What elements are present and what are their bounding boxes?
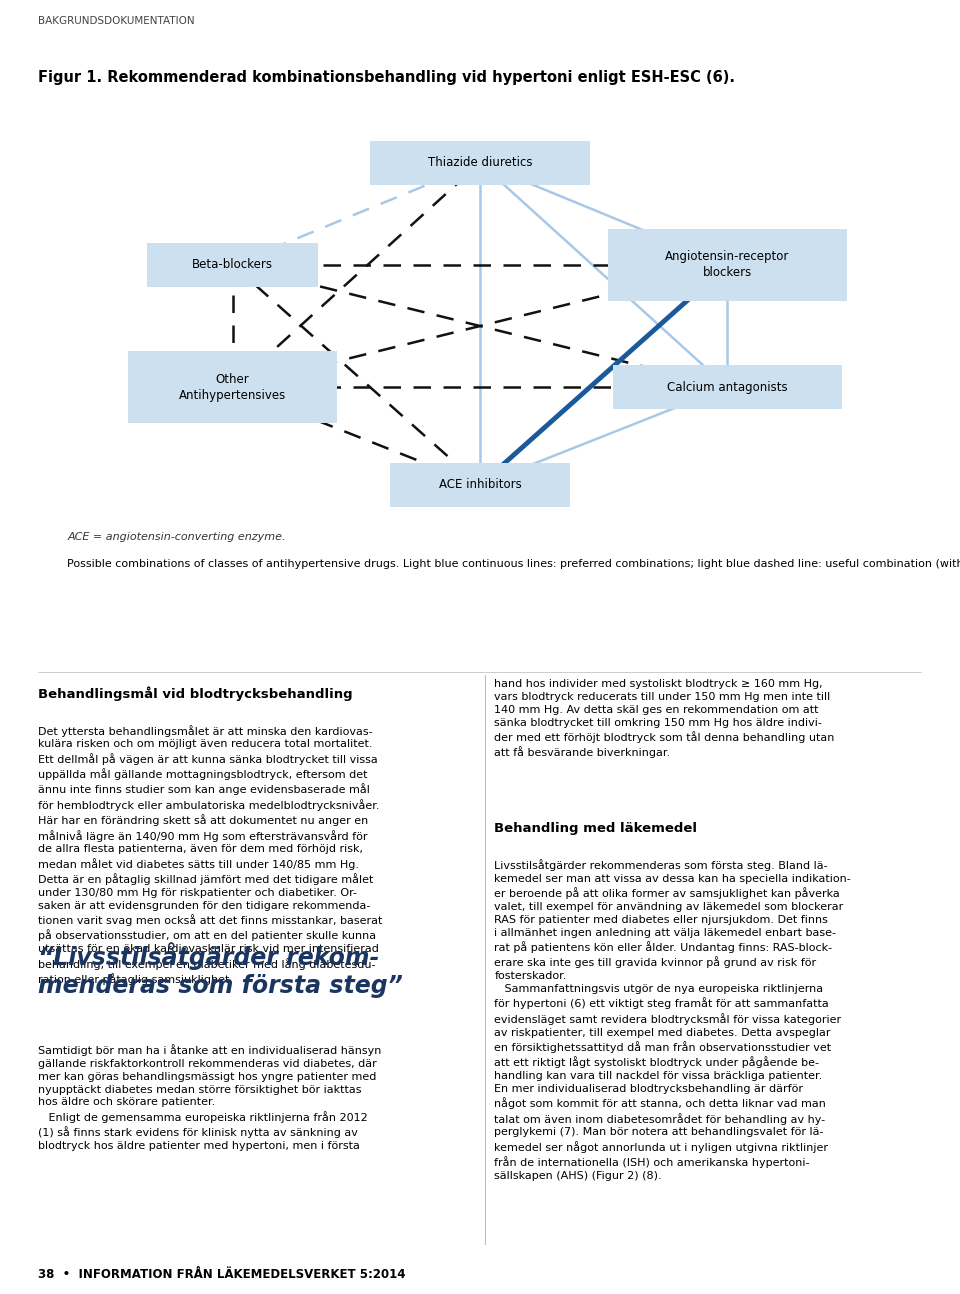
Text: hand hos individer med systoliskt blodtryck ≥ 160 mm Hg,
vars blodtryck reducera: hand hos individer med systoliskt blodtr… — [494, 679, 835, 758]
Text: Figur 1. Rekommenderad kombinationsbehandling vid hypertoni enligt ESH-ESC (6).: Figur 1. Rekommenderad kombinationsbehan… — [38, 70, 735, 85]
FancyBboxPatch shape — [390, 463, 570, 507]
FancyBboxPatch shape — [612, 365, 842, 409]
Text: ACE inhibitors: ACE inhibitors — [439, 479, 521, 492]
Text: Beta-blockers: Beta-blockers — [192, 259, 274, 272]
Text: ACE = angiotensin-converting enzyme.: ACE = angiotensin-converting enzyme. — [67, 532, 286, 542]
Text: Livsstilsåtgärder rekommenderas som första steg. Bland lä-
kemedel ser man att v: Livsstilsåtgärder rekommenderas som förs… — [494, 859, 852, 1181]
Text: Det yttersta behandlingsmålet är att minska den kardiovas-
kulära risken och om : Det yttersta behandlingsmålet är att min… — [38, 725, 383, 985]
FancyBboxPatch shape — [128, 351, 337, 423]
Text: Calcium antagonists: Calcium antagonists — [667, 380, 787, 393]
FancyBboxPatch shape — [371, 141, 589, 185]
Text: Angiotensin-receptor
blockers: Angiotensin-receptor blockers — [665, 250, 789, 280]
Text: “Livsstilsåtgärder rekom-
menderas som första steg”: “Livsstilsåtgärder rekom- menderas som f… — [38, 942, 403, 998]
FancyBboxPatch shape — [148, 243, 318, 287]
Text: Thiazide diuretics: Thiazide diuretics — [428, 157, 532, 170]
Text: Behandlingsmål vid blodtrycksbehandling: Behandlingsmål vid blodtrycksbehandling — [38, 686, 353, 701]
Text: Other
Antihypertensives: Other Antihypertensives — [180, 373, 286, 401]
Text: Samtidigt bör man ha i åtanke att en individualiserad hänsyn
gällande riskfaktor: Samtidigt bör man ha i åtanke att en ind… — [38, 1044, 382, 1150]
Text: Possible combinations of classes of antihypertensive drugs. Light blue continuou: Possible combinations of classes of anti… — [67, 559, 960, 569]
Text: 38  •  INFORMATION FRÅN LÄKEMEDELSVERKET 5:2014: 38 • INFORMATION FRÅN LÄKEMEDELSVERKET 5… — [38, 1268, 406, 1281]
Text: Behandling med läkemedel: Behandling med läkemedel — [494, 822, 697, 835]
Text: BAKGRUNDSDOKUMENTATION: BAKGRUNDSDOKUMENTATION — [38, 16, 195, 26]
FancyBboxPatch shape — [608, 229, 847, 302]
